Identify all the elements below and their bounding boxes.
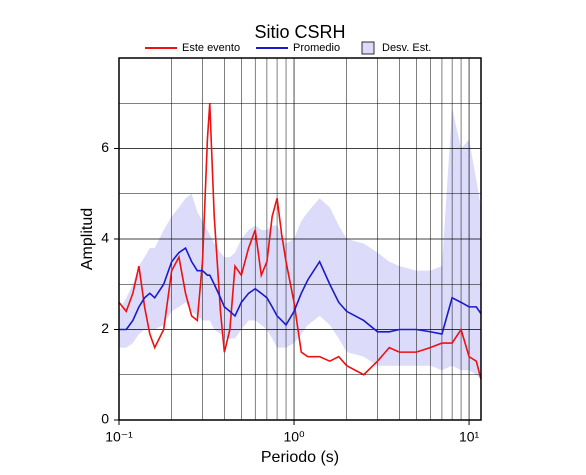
y-axis-label: Amplitud [79,208,96,270]
std-band [119,107,481,380]
x-tick-label: 10¹ [459,429,480,445]
legend-label: Desv. Est. [382,42,431,54]
legend-label: Promedio [293,42,340,54]
y-tick-label: 6 [101,139,109,155]
y-tick-label: 4 [101,230,109,246]
y-tick-label: 0 [101,411,109,427]
plot-frame [118,57,482,421]
y-tick-label: 2 [101,320,109,336]
series-line [118,103,482,380]
legend-swatch [361,41,375,55]
x-tick-label: 10⁰ [283,429,305,445]
chart-title: Sitio CSRH [254,22,345,42]
x-tick-label: 10⁻¹ [105,429,133,445]
x-axis-label: Periodo (s) [261,449,339,466]
series-line [119,246,482,335]
legend-label: Este evento [182,42,240,54]
